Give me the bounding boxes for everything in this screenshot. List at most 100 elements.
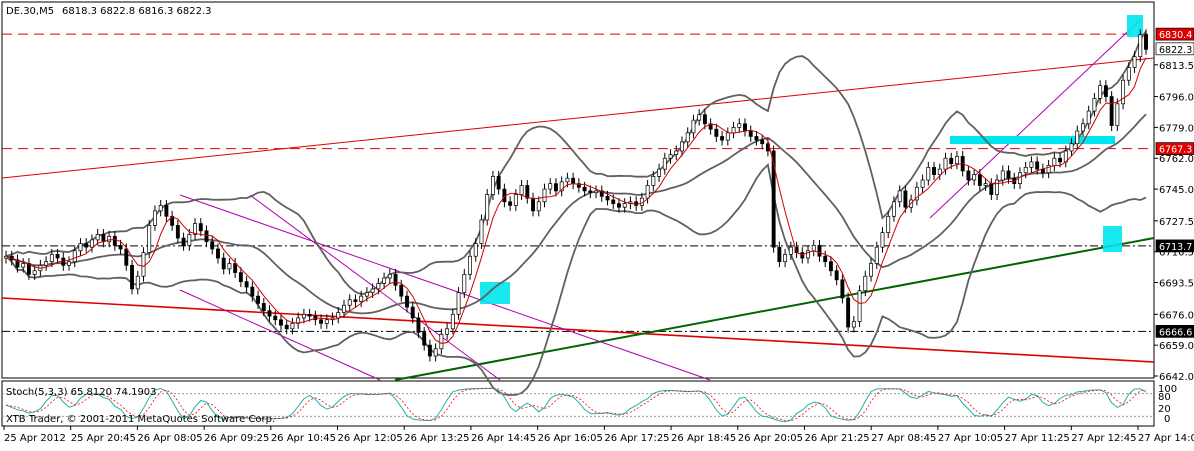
- candle-body: [26, 263, 31, 275]
- candle-body: [112, 235, 117, 246]
- candle-body: [147, 225, 152, 253]
- x-tick-label: 26 Apr 17:25: [604, 433, 669, 444]
- candle-body: [955, 156, 959, 165]
- candle-body: [382, 277, 387, 284]
- candle-body: [256, 295, 261, 304]
- x-tick-label: 26 Apr 16:05: [538, 433, 603, 444]
- magenta-channel-upper: [179, 194, 711, 381]
- candle-body: [966, 170, 971, 181]
- candle-body: [307, 313, 312, 317]
- candle-body: [1121, 79, 1126, 105]
- candle-body: [588, 190, 593, 194]
- candle-body: [405, 295, 409, 308]
- candle-body: [720, 136, 725, 141]
- candle-body: [227, 263, 232, 270]
- x-tick-label: 26 Apr 20:05: [738, 433, 803, 444]
- x-tick-label: 26 Apr 21:25: [804, 433, 869, 444]
- candle-body: [479, 219, 484, 244]
- candle-body: [651, 176, 656, 186]
- x-tick-label: 27 Apr 10:05: [938, 433, 1003, 444]
- x-tick-label: 25 Apr 2012: [4, 433, 66, 444]
- candle-body: [874, 246, 879, 264]
- candle-body: [267, 310, 272, 317]
- candle-body: [748, 130, 753, 137]
- candle-body: [370, 288, 375, 293]
- candle-body: [611, 199, 616, 204]
- x-tick-label: 26 Apr 14:45: [471, 433, 536, 444]
- candle-body: [49, 254, 54, 263]
- x-tick-label: 27 Apr 08:45: [871, 433, 936, 444]
- candle-body: [1069, 143, 1074, 152]
- candle-body: [1029, 161, 1034, 168]
- candle-body: [364, 292, 369, 297]
- candle-body: [605, 196, 610, 201]
- stochastic-oscillator: [2, 387, 1154, 423]
- candle-body: [622, 203, 627, 208]
- candle-body: [989, 183, 994, 195]
- x-tick-label: 26 Apr 13:25: [404, 433, 469, 444]
- price-label-box: [1155, 142, 1194, 155]
- candle-body: [1092, 98, 1097, 112]
- upper-red-trendline: [1, 57, 1155, 179]
- price-label: 6830.4: [1159, 30, 1192, 41]
- candle-body: [662, 157, 667, 170]
- candle-body: [714, 128, 719, 137]
- candle-body: [456, 292, 461, 315]
- candle-body: [914, 186, 919, 201]
- candle-body: [433, 348, 438, 357]
- y-tick-label: 6779.0: [1159, 123, 1194, 134]
- candle-body: [181, 237, 186, 246]
- candle-body: [599, 190, 604, 197]
- candle-body: [141, 252, 146, 277]
- symbol-label: DE.30,M5: [6, 6, 54, 17]
- candle-body: [279, 319, 283, 326]
- y-tick-label: 6762.0: [1159, 154, 1194, 165]
- stoch-axis-20: 20: [1158, 404, 1171, 415]
- candle-body: [301, 313, 306, 319]
- candle-body: [926, 166, 931, 181]
- stoch-axis-0: 0: [1164, 414, 1170, 425]
- bollinger-lower: [5, 162, 1147, 396]
- candle-body: [1023, 166, 1028, 174]
- candle-body: [462, 274, 467, 293]
- candle-body: [175, 225, 180, 239]
- candle-body: [828, 261, 833, 272]
- candle-body: [55, 254, 60, 259]
- candle-body: [508, 201, 513, 206]
- candle-body: [731, 127, 736, 134]
- candle-body: [680, 141, 684, 152]
- cyan-highlight-0: [480, 282, 510, 304]
- candle-body: [869, 263, 873, 277]
- candle-body: [519, 185, 524, 195]
- x-tick-label: 27 Apr 12:45: [1071, 433, 1136, 444]
- candle-body: [674, 150, 679, 155]
- candle-body: [422, 332, 427, 346]
- candle-body: [920, 179, 925, 188]
- candle-body: [485, 194, 490, 221]
- candle-body: [1109, 96, 1114, 126]
- candle-body: [319, 319, 324, 324]
- candle-body: [468, 255, 472, 275]
- candle-body: [697, 114, 702, 121]
- candle-body: [130, 264, 134, 290]
- candle-body: [777, 246, 782, 263]
- candle-body: [840, 279, 845, 299]
- candle-body: [221, 257, 226, 270]
- candle-body: [193, 223, 197, 235]
- candle-body: [737, 123, 742, 128]
- candle-body: [393, 274, 398, 286]
- stoch-signal-line: [5, 387, 1147, 422]
- candle-body: [124, 248, 129, 266]
- candle-body: [387, 274, 392, 279]
- candle-body: [972, 174, 977, 181]
- candle-body: [817, 244, 822, 257]
- candle-body: [238, 272, 243, 282]
- y-tick-label: 6676.0: [1159, 310, 1194, 321]
- candle-body: [490, 176, 495, 195]
- candle-body: [880, 232, 885, 248]
- y-tick-label: 6659.0: [1159, 341, 1194, 352]
- candle-body: [1126, 67, 1131, 81]
- candle-body: [261, 303, 266, 312]
